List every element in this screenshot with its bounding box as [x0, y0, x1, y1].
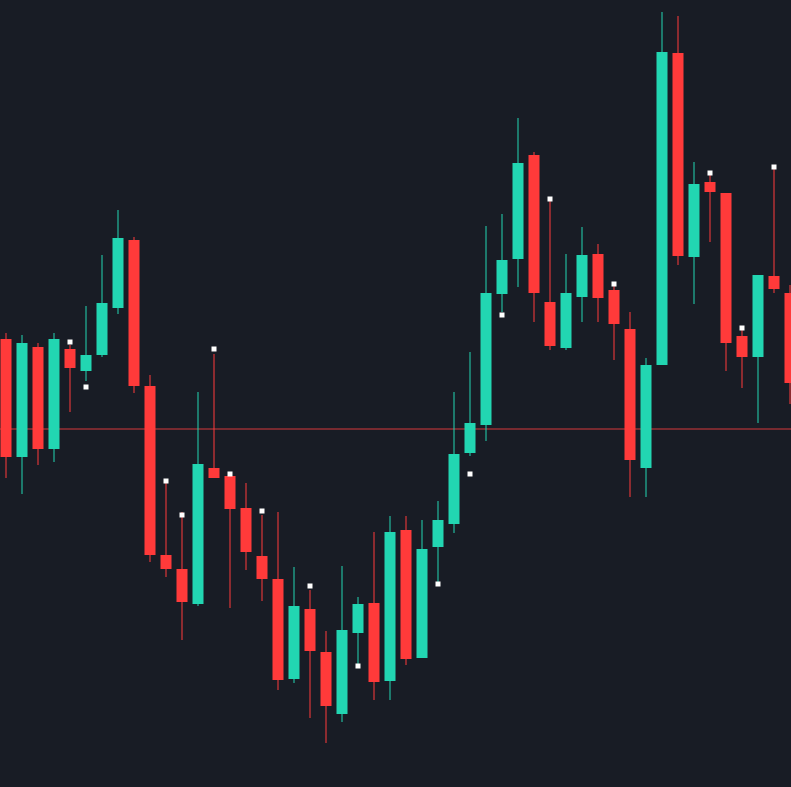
- fractal-marker: [307, 583, 313, 589]
- candle-body: [736, 336, 748, 357]
- candle-body: [64, 349, 76, 368]
- candle-body: [224, 476, 236, 509]
- fractal-marker: [83, 384, 89, 390]
- candle-body: [240, 508, 252, 552]
- candle-body: [672, 53, 684, 256]
- fractal-marker: [163, 478, 169, 484]
- candle-body: [160, 555, 172, 569]
- candle-body: [624, 329, 636, 460]
- candle-body: [384, 532, 396, 681]
- fractal-marker: [259, 508, 265, 514]
- fractal-marker: [211, 346, 217, 352]
- candle-body: [768, 276, 780, 289]
- candle-body: [592, 254, 604, 298]
- candle-body: [784, 293, 791, 383]
- candle-body: [16, 343, 28, 457]
- candle-body: [32, 347, 44, 449]
- fractal-marker: [467, 471, 473, 477]
- candle-body: [304, 609, 316, 651]
- candle-body: [416, 549, 428, 658]
- candle-body: [256, 556, 268, 579]
- candle-body: [48, 339, 60, 449]
- candle-body: [96, 303, 108, 355]
- candle-body: [688, 184, 700, 257]
- candle-body: [656, 52, 668, 365]
- fractal-marker: [67, 339, 73, 345]
- candle-body: [448, 454, 460, 524]
- candle-body: [192, 464, 204, 604]
- candle-body: [608, 290, 620, 324]
- candle-body: [320, 652, 332, 706]
- candle-body: [144, 386, 156, 555]
- candle-body: [336, 630, 348, 714]
- fractal-marker: [179, 512, 185, 518]
- candle-body: [176, 569, 188, 602]
- candle-body: [576, 255, 588, 297]
- fractal-marker: [771, 164, 777, 170]
- fractal-marker: [435, 581, 441, 587]
- candle-body: [480, 293, 492, 425]
- fractal-marker: [739, 325, 745, 331]
- fractal-marker: [355, 663, 361, 669]
- candle-body: [112, 238, 124, 308]
- candle-body: [272, 579, 284, 680]
- candle-body: [128, 240, 140, 386]
- candle-body: [752, 275, 764, 357]
- candle-body: [432, 520, 444, 547]
- candle-body: [496, 260, 508, 294]
- candle-body: [512, 163, 524, 259]
- candle-body: [560, 293, 572, 348]
- candle-body: [528, 155, 540, 293]
- candle-body: [704, 182, 716, 192]
- fractal-marker: [707, 170, 713, 176]
- candle-body: [400, 530, 412, 659]
- candle-body: [368, 603, 380, 682]
- candle-body: [208, 468, 220, 478]
- candle-body: [640, 365, 652, 468]
- candle-body: [288, 606, 300, 679]
- candle-body: [544, 302, 556, 346]
- candle-body: [352, 604, 364, 633]
- fractal-marker: [227, 471, 233, 477]
- fractal-marker: [499, 312, 505, 318]
- candle-body: [80, 355, 92, 371]
- fractal-marker: [611, 281, 617, 287]
- fractal-marker: [547, 196, 553, 202]
- candle-body: [720, 193, 732, 343]
- candle-body: [464, 423, 476, 453]
- candle-body: [0, 339, 12, 457]
